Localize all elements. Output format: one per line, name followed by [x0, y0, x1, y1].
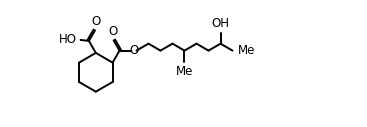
Text: OH: OH	[211, 17, 229, 30]
Text: O: O	[108, 25, 117, 38]
Text: Me: Me	[238, 44, 255, 57]
Text: O: O	[129, 44, 138, 57]
Text: Me: Me	[176, 65, 193, 78]
Text: O: O	[91, 15, 100, 28]
Text: HO: HO	[59, 33, 77, 46]
